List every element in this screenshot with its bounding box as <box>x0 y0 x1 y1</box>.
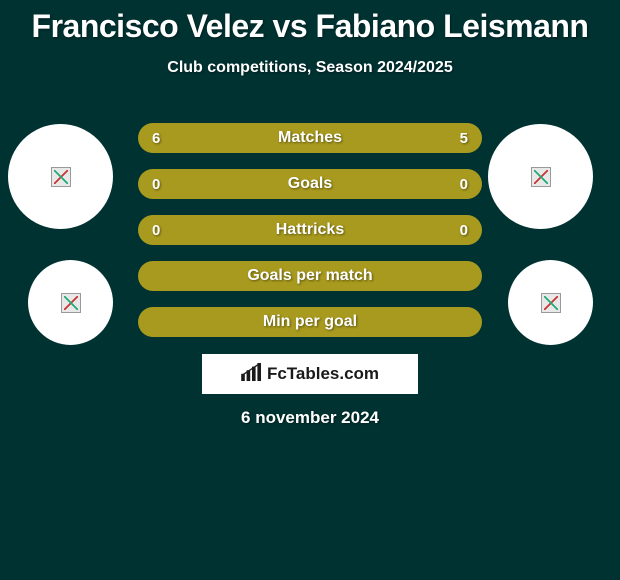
club-badge-left <box>28 260 113 345</box>
stat-label: Hattricks <box>138 221 482 239</box>
stat-right-value: 5 <box>460 130 468 147</box>
broken-image-icon <box>531 167 551 187</box>
branding-box: FcTables.com <box>202 354 418 394</box>
stat-row-hattricks: 0 Hattricks 0 <box>138 215 482 245</box>
stat-row-goals-per-match: Goals per match <box>138 261 482 291</box>
stat-right-value: 0 <box>460 176 468 193</box>
stat-row-min-per-goal: Min per goal <box>138 307 482 337</box>
branding-text: FcTables.com <box>267 364 379 384</box>
stat-left-value: 0 <box>152 176 160 193</box>
broken-image-icon <box>51 167 71 187</box>
stat-left-value: 0 <box>152 222 160 239</box>
player-avatar-left <box>8 124 113 229</box>
stat-label: Goals per match <box>138 267 482 285</box>
stat-label: Goals <box>138 175 482 193</box>
stat-row-matches: 6 Matches 5 <box>138 123 482 153</box>
subtitle: Club competitions, Season 2024/2025 <box>0 59 620 77</box>
stat-row-goals: 0 Goals 0 <box>138 169 482 199</box>
club-badge-right <box>508 260 593 345</box>
stat-left-value: 6 <box>152 130 160 147</box>
broken-image-icon <box>541 293 561 313</box>
bar-chart-icon <box>241 363 263 386</box>
stat-right-value: 0 <box>460 222 468 239</box>
player-avatar-right <box>488 124 593 229</box>
stat-label: Min per goal <box>138 313 482 331</box>
broken-image-icon <box>61 293 81 313</box>
page-title: Francisco Velez vs Fabiano Leismann <box>0 0 620 45</box>
date-label: 6 november 2024 <box>0 408 620 428</box>
stat-label: Matches <box>138 129 482 147</box>
stats-container: 6 Matches 5 0 Goals 0 0 Hattricks 0 Goal… <box>138 123 482 353</box>
